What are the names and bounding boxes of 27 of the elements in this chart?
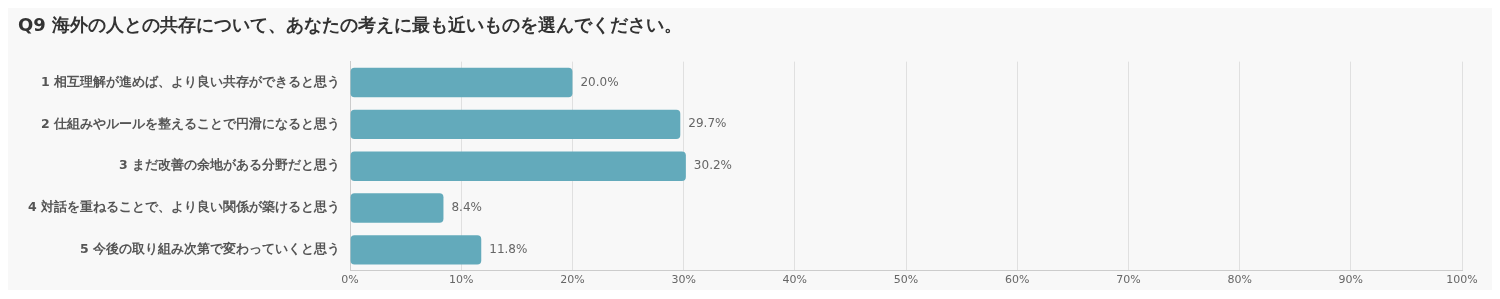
data-label: 29.7%	[688, 116, 727, 131]
x-tick-label: 90%	[1338, 273, 1364, 287]
x-tick-label: 30%	[671, 273, 696, 287]
y-tick-label: 4 対話を重ねることで、より良い関係が築けると思う	[27, 199, 341, 215]
y-tick-label: 5 今後の取り組み次第で変わっていくと思う	[79, 241, 341, 257]
y-tick-label: 2 仕組みやルールを整えることで円滑になると思う	[40, 115, 341, 131]
chart-title: Q9 海外の人との共存について、あなたの考えに最も近いものを選んでください。	[18, 14, 683, 36]
bar	[350, 235, 482, 265]
x-tick-label: 10%	[449, 273, 474, 287]
bar	[350, 67, 573, 98]
y-tick-label: 3 まだ改善の余地がある分野だと思う	[118, 157, 341, 173]
x-tick-label: 20%	[560, 273, 585, 287]
data-label: 20.0%	[580, 74, 619, 89]
bar	[350, 109, 681, 140]
data-label: 30.2%	[693, 158, 732, 173]
x-tick-label: 60%	[1004, 273, 1030, 287]
x-tick-label: 100%	[1446, 273, 1478, 287]
x-tick-label: 70%	[1116, 273, 1141, 287]
x-tick-label: 50%	[893, 273, 919, 287]
x-tick-label: 0%	[341, 273, 359, 287]
bar	[350, 151, 686, 181]
x-tick-label: 80%	[1227, 273, 1252, 287]
y-tick-label: 1 相互理解が進めば、より良い共存ができると思う	[40, 73, 341, 89]
data-label: 11.8%	[489, 242, 528, 257]
bar	[350, 193, 444, 223]
x-tick-label: 40%	[782, 273, 808, 287]
data-label: 8.4%	[451, 200, 482, 215]
